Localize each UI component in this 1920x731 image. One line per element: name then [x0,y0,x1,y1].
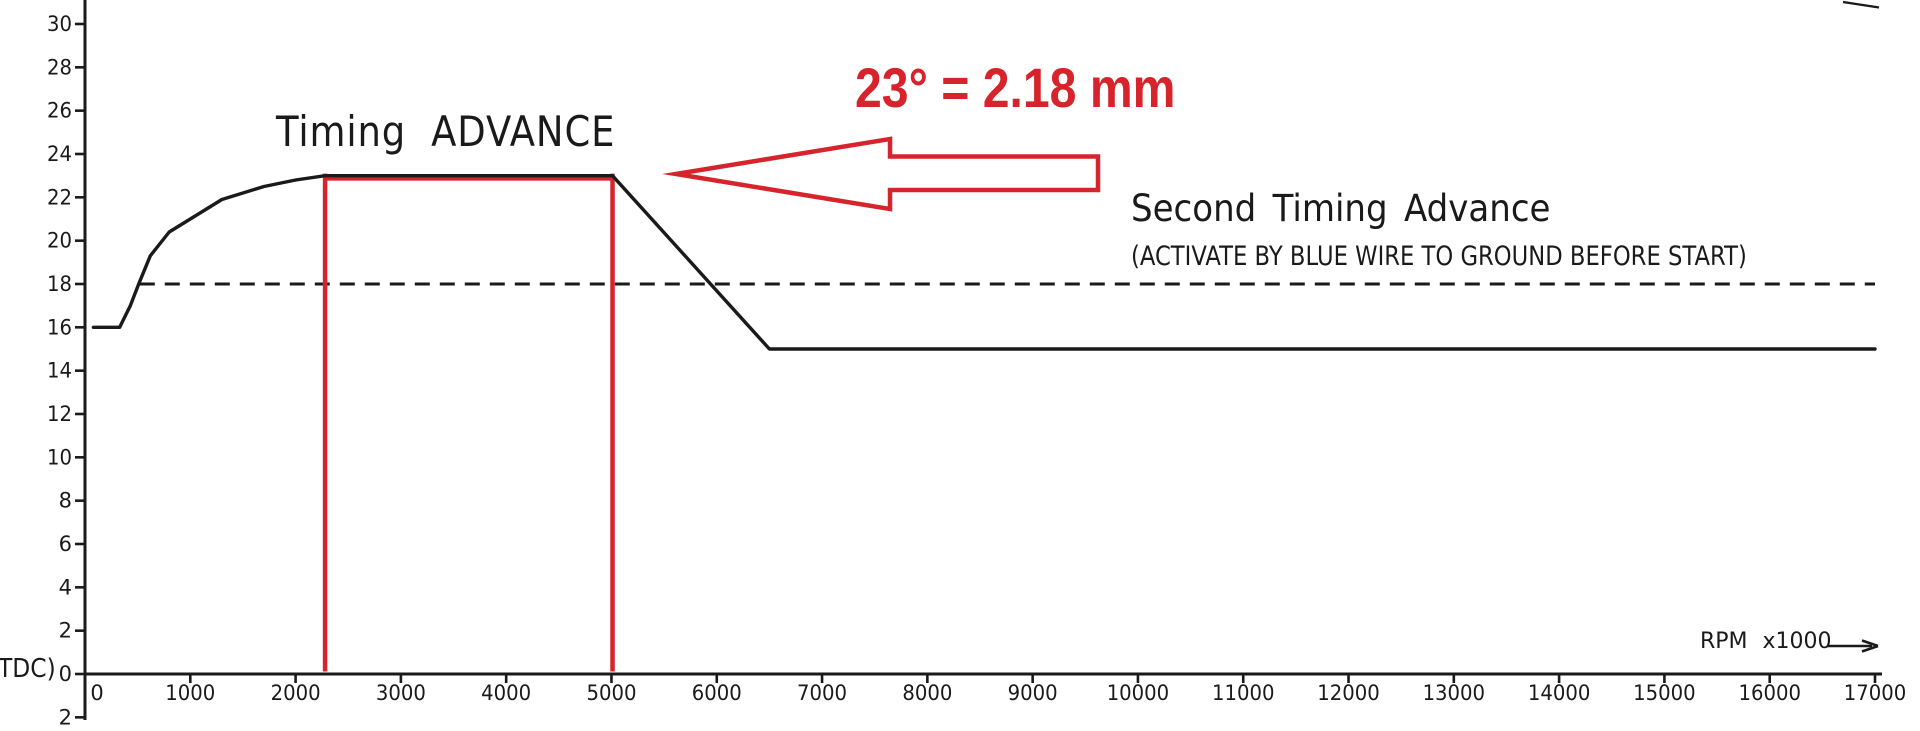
y-tick-label: 4 [59,575,72,599]
rpm-arrow-head [1861,639,1879,653]
y-tick-label: 28 [47,55,72,79]
x-tick-label: 12000 [1317,681,1380,705]
second-timing-advance-note: (ACTIVATE BY BLUE WIRE TO GROUND BEFORE … [1131,241,1747,272]
y-tick-label: 20 [47,229,72,253]
y-tick-label: 6 [59,532,72,556]
y-tick-label: 14 [47,359,72,383]
y-tick-label: 24 [47,142,72,166]
second-timing-advance-label: Second Timing Advance [1131,187,1551,230]
x-tick-label: 13000 [1423,681,1486,705]
x-tick-label: 2000 [271,681,321,705]
x-tick-label: 17000 [1844,681,1907,705]
x-tick-label: 3000 [376,681,426,705]
y-tick-label: 22 [47,185,72,209]
x-tick-label: 0 [90,681,103,705]
y-tick-label: 12 [47,402,72,426]
x-tick-label: 7000 [797,681,847,705]
x-tick-label: 9000 [1008,681,1058,705]
x-tick-label: 1000 [165,681,215,705]
y-tick-label: 26 [47,99,72,123]
x-tick-label: 8000 [902,681,952,705]
advance-curve [91,173,1877,351]
measurement-callout-label: 23° = 2.18 mm [855,56,1176,119]
callout-block-arrow [662,136,1101,212]
y-axis-unit-label-partial: TDC) [0,654,56,684]
y-tick-label: 18 [47,272,72,296]
chart-title: Timing ADVANCE [276,107,616,156]
x-tick-label: 10000 [1107,681,1170,705]
x-tick-label: 16000 [1738,681,1801,705]
y-tick-label: 0 [59,662,72,686]
x-axis-unit-label: RPM x1000 [1700,629,1832,654]
y-tick-label: 2 [59,619,72,643]
x-tick-label: 11000 [1212,681,1275,705]
y-tick-label: 30 [47,12,72,36]
corner-fragment-line [1842,0,1880,9]
x-tick-label: 14000 [1528,681,1591,705]
y-tick-label: 2 [59,705,72,729]
x-tick-label: 5000 [586,681,636,705]
x-tick-label: 15000 [1633,681,1696,705]
x-tick-label: 4000 [481,681,531,705]
y-tick-label: 8 [59,489,72,513]
y-tick-label: 16 [47,315,72,339]
x-tick-label: 6000 [692,681,742,705]
y-tick-label: 10 [47,445,72,469]
